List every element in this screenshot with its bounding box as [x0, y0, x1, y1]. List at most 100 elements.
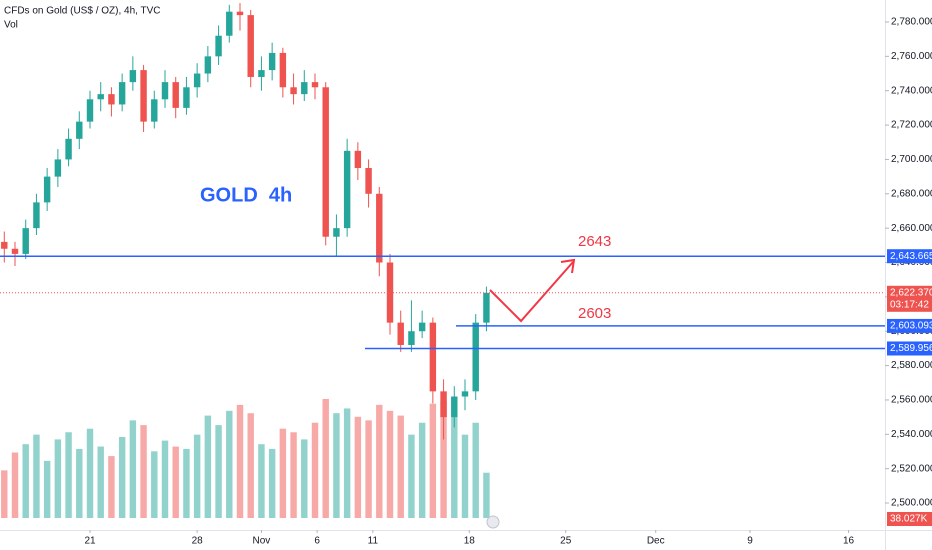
volume-bar [140, 425, 147, 518]
volume-bar [290, 432, 297, 518]
candle-body [461, 391, 469, 397]
candle-body [429, 322, 437, 392]
x-tick-label: Dec [647, 536, 665, 547]
candle-body [365, 168, 372, 194]
candle-body [140, 70, 147, 122]
candle-body [97, 94, 104, 100]
candle-body [33, 202, 40, 229]
chart-title: CFDs on Gold (US$ / OZ), 4h, TVC [4, 6, 161, 17]
level-label-box [887, 318, 932, 333]
volume-bar [386, 410, 394, 518]
candle-body [247, 15, 254, 77]
volume-bar [118, 437, 126, 518]
candle-body [118, 82, 126, 105]
level-label: 2,603.093 [890, 321, 932, 332]
y-tick-label: 2,780.000 [891, 17, 932, 28]
y-tick-label: 2,660.000 [891, 223, 932, 234]
candle-body [418, 322, 426, 332]
annotation: 2643 [578, 233, 611, 250]
volume-value-box [887, 512, 932, 526]
volume-bar [33, 434, 40, 518]
candle-body [215, 35, 222, 57]
candle-body [226, 11, 233, 36]
volume-bar [226, 410, 233, 518]
projection-arrow [489, 261, 574, 323]
level-label-box [887, 249, 932, 264]
level-label-box [887, 341, 932, 356]
candle-body [108, 94, 115, 105]
volume-label: Vol [4, 20, 18, 31]
volume-bar [354, 416, 362, 518]
x-tick-label: 18 [464, 536, 476, 547]
level-label: 2,589.956 [890, 343, 932, 354]
candle-body [161, 82, 169, 100]
volume-bar [365, 420, 372, 518]
candle-body [43, 176, 51, 203]
x-tick-label: Nov [253, 536, 271, 547]
volume-bar [11, 452, 19, 518]
volume-bar [247, 413, 254, 518]
y-tick-label: 2,740.000 [891, 85, 932, 96]
candle-body [129, 70, 137, 83]
candle-body [483, 292, 490, 323]
volume-bar [76, 448, 83, 518]
y-tick-label: 2,720.000 [891, 120, 932, 131]
volume-bar [129, 420, 137, 518]
candle-body [204, 56, 212, 74]
candle-body [22, 228, 29, 254]
countdown-label: 03:17:42 [890, 299, 929, 310]
candle-body [408, 331, 415, 345]
candle-body [54, 159, 62, 177]
volume-bar [22, 444, 29, 518]
x-tick-label: 11 [368, 536, 379, 547]
y-tick-label: 2,560.000 [891, 395, 932, 406]
candle-body [11, 248, 19, 254]
candle-body [376, 193, 383, 263]
y-tick-label: 2,700.000 [891, 154, 932, 165]
candle-body [268, 52, 276, 71]
current-price-box [887, 285, 932, 312]
candle-body [333, 228, 340, 237]
candle-body [151, 99, 158, 122]
candle-body [279, 52, 287, 88]
volume-bar [1, 470, 8, 518]
x-tick-label: 25 [560, 536, 572, 547]
x-tick-label: 21 [84, 536, 96, 547]
candle-body [290, 87, 297, 95]
volume-bar [418, 422, 426, 518]
volume-bar [258, 444, 265, 518]
candle-body [301, 82, 308, 95]
volume-bar [461, 434, 469, 518]
volume-bar [343, 408, 351, 518]
volume-bar [483, 472, 490, 518]
volume-bar [279, 428, 287, 518]
candle-body [322, 87, 329, 237]
volume-bar [172, 446, 179, 518]
level-label: 2,643.665 [890, 251, 932, 262]
y-tick-label: 2,520.000 [891, 463, 932, 474]
y-tick-label: 2,580.000 [891, 360, 932, 371]
candle-body [451, 396, 458, 418]
y-tick-label: 2,540.000 [891, 429, 932, 440]
volume-bar [86, 428, 94, 518]
volume-bar [333, 413, 340, 518]
volume-bar [151, 451, 158, 518]
current-price-label: 2,622.370 [890, 287, 932, 298]
y-tick-label: 2,760.000 [891, 51, 932, 62]
volume-bar [268, 448, 276, 518]
candle-body [1, 241, 8, 249]
volume-bar [108, 456, 115, 518]
volume-bar [311, 422, 319, 518]
flag-icon[interactable] [486, 515, 500, 529]
x-tick-label: 9 [747, 536, 753, 547]
volume-bar [161, 440, 169, 518]
candle-body [354, 150, 362, 169]
volume-bar [193, 434, 201, 518]
annotation: 2603 [578, 305, 611, 322]
x-tick-label: 28 [192, 536, 204, 547]
volume-bar [322, 398, 329, 518]
candle-body [343, 150, 351, 229]
candle-body [86, 99, 94, 122]
volume-bar [204, 415, 212, 518]
